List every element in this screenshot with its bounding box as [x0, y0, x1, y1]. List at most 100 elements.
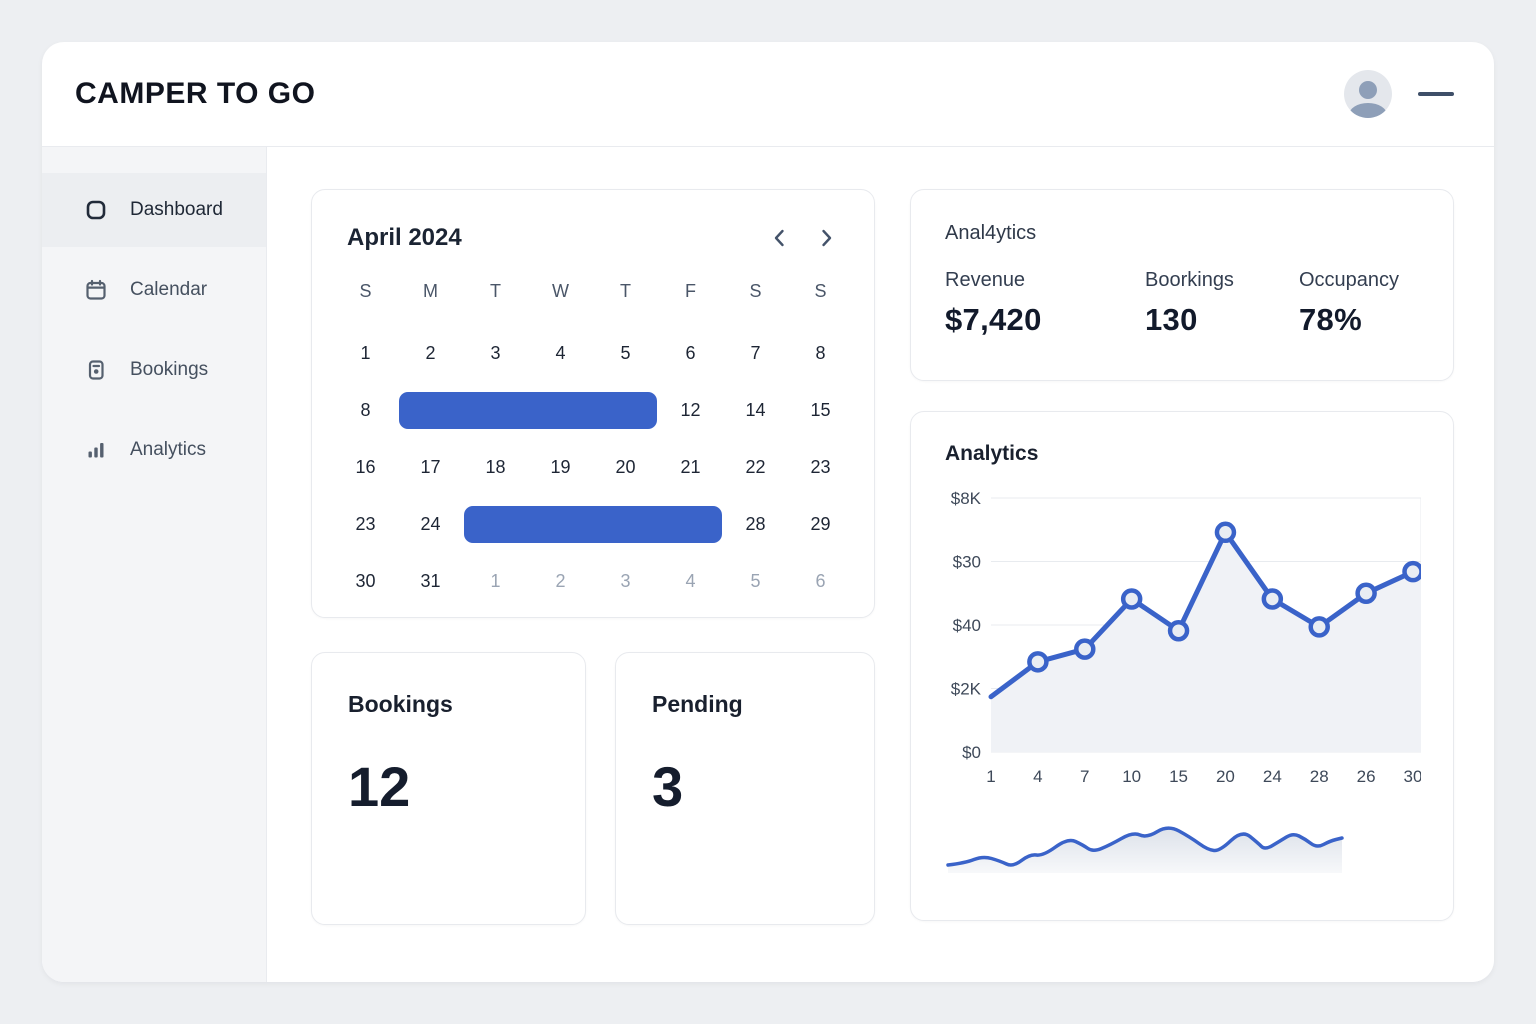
- chevron-left-icon: [774, 229, 784, 247]
- calendar-day[interactable]: 2: [555, 571, 566, 591]
- stat-value: $7,420: [945, 302, 1042, 337]
- avatar-head-shape: [1359, 81, 1377, 99]
- analytics-chart: $8K $30 $40 $2K $0 1 4 7 10 15 20 24 28 26 30: [951, 489, 1424, 786]
- selected-range-bar[interactable]: [399, 392, 657, 429]
- dash-icon: [1418, 92, 1454, 96]
- sidebar-item-calendar[interactable]: Calendar: [42, 253, 266, 327]
- calendar-day[interactable]: 12: [680, 400, 701, 420]
- calendar-next-button[interactable]: [813, 225, 839, 251]
- calendar-day[interactable]: 3: [620, 571, 631, 591]
- day-header: S: [359, 280, 372, 301]
- analytics-icon: [88, 443, 104, 458]
- stat-bookings: Boorkings 130: [1145, 269, 1299, 338]
- day-header: S: [814, 280, 827, 301]
- calendar-day[interactable]: 1: [360, 343, 371, 363]
- selected-range-bar[interactable]: [464, 506, 722, 543]
- svg-text:24: 24: [1263, 767, 1282, 786]
- calendar-day[interactable]: 4: [555, 343, 566, 363]
- header-right: [1344, 70, 1454, 118]
- calendar-card: April 2024 S M T W: [311, 189, 875, 618]
- sidebar: Dashboard Calendar Bookings: [42, 147, 267, 982]
- pending-count: 3: [652, 755, 684, 818]
- pending-card-title: Pending: [652, 691, 743, 717]
- svg-text:$8K: $8K: [951, 489, 982, 508]
- stats-title: Anal4ytics: [945, 222, 1037, 244]
- bookings-card-title: Bookings: [348, 691, 453, 717]
- bookings-card: Bookings 12: [311, 652, 586, 925]
- svg-text:4: 4: [1033, 767, 1042, 786]
- day-header: S: [749, 280, 762, 301]
- header: CAMPER TO GO: [42, 42, 1494, 147]
- calendar-day[interactable]: 2: [425, 343, 436, 363]
- svg-text:10: 10: [1122, 767, 1141, 786]
- svg-text:20: 20: [1216, 767, 1235, 786]
- calendar-day[interactable]: 8: [360, 400, 371, 420]
- calendar-day[interactable]: 30: [355, 571, 376, 591]
- calendar-prev-button[interactable]: [767, 225, 793, 251]
- day-header: F: [685, 280, 696, 301]
- day-header: M: [423, 280, 438, 301]
- pending-card: Pending 3: [615, 652, 875, 925]
- calendar-day[interactable]: 22: [745, 457, 766, 477]
- app-window: CAMPER TO GO Dashboard: [42, 42, 1494, 982]
- calendar-grid: S M T W T F S S 1 2 3 4 5 6 7 8 8 12 14 15 16 17 18 19 20 21 22 23 2…: [333, 268, 853, 610]
- bookings-icon: [88, 360, 104, 380]
- calendar-day[interactable]: 29: [810, 514, 831, 534]
- calendar-day[interactable]: 3: [490, 343, 501, 363]
- stat-revenue: Revenue $7,420: [945, 269, 1145, 338]
- day-header: T: [620, 280, 631, 301]
- dashboard-icon: [86, 200, 106, 220]
- analytics-card-title: Analytics: [945, 442, 1039, 465]
- avatar-shoulders-shape: [1349, 103, 1387, 118]
- calendar-day[interactable]: 5: [620, 343, 631, 363]
- calendar-day[interactable]: 1: [490, 571, 501, 591]
- sidebar-item-label: Calendar: [130, 279, 208, 300]
- svg-text:26: 26: [1357, 767, 1376, 786]
- analytics-card: Analytics $8K $30 $40 $2K $0 1 4 7 10 15 20 24 28 26 3…: [910, 411, 1454, 921]
- calendar-day[interactable]: 21: [680, 457, 701, 477]
- stat-label: Boorkings: [1145, 269, 1234, 291]
- stats-card: Anal4ytics Revenue $7,420 Boorkings 130 …: [910, 189, 1454, 381]
- app-logo: CAMPER TO GO: [75, 77, 316, 110]
- app-body: Dashboard Calendar Bookings: [42, 147, 1494, 982]
- calendar-day[interactable]: 28: [745, 514, 766, 534]
- svg-text:30: 30: [1404, 767, 1421, 786]
- calendar-day[interactable]: 31: [420, 571, 441, 591]
- calendar-day[interactable]: 6: [685, 343, 696, 363]
- svg-text:7: 7: [1080, 767, 1089, 786]
- svg-text:$0: $0: [962, 743, 981, 762]
- calendar-day[interactable]: 17: [420, 457, 441, 477]
- calendar-month-title: April 2024: [347, 224, 462, 251]
- sidebar-item-label: Bookings: [130, 359, 209, 380]
- sidebar-item-dashboard[interactable]: Dashboard: [42, 173, 266, 247]
- calendar-day[interactable]: 24: [420, 514, 441, 534]
- day-header: W: [552, 280, 569, 301]
- svg-text:15: 15: [1169, 767, 1188, 786]
- calendar-day[interactable]: 19: [550, 457, 571, 477]
- calendar-day[interactable]: 4: [685, 571, 696, 591]
- calendar-day[interactable]: 14: [745, 400, 766, 420]
- sidebar-item-label: Dashboard: [130, 199, 223, 220]
- calendar-icon: [86, 279, 106, 300]
- sparkline-chart: [946, 826, 1344, 873]
- svg-text:1: 1: [986, 767, 995, 786]
- calendar-day[interactable]: 23: [355, 514, 376, 534]
- calendar-day[interactable]: 15: [810, 400, 831, 420]
- day-header: T: [490, 280, 501, 301]
- calendar-day[interactable]: 7: [750, 343, 761, 363]
- stat-label: Occupancy: [1299, 269, 1400, 291]
- calendar-day[interactable]: 5: [750, 571, 761, 591]
- calendar-day[interactable]: 18: [485, 457, 506, 477]
- calendar-day[interactable]: 16: [355, 457, 376, 477]
- calendar-day[interactable]: 20: [615, 457, 636, 477]
- avatar-icon[interactable]: [1344, 70, 1392, 118]
- calendar-day[interactable]: 8: [815, 343, 826, 363]
- svg-text:$30: $30: [953, 553, 981, 572]
- calendar-day[interactable]: 23: [810, 457, 831, 477]
- stat-value: 78%: [1299, 302, 1362, 337]
- svg-text:$2K: $2K: [951, 680, 982, 699]
- calendar-day[interactable]: 6: [815, 571, 826, 591]
- sidebar-item-analytics[interactable]: Analytics: [42, 413, 266, 487]
- stat-value: 130: [1145, 302, 1198, 337]
- sidebar-item-bookings[interactable]: Bookings: [42, 333, 266, 407]
